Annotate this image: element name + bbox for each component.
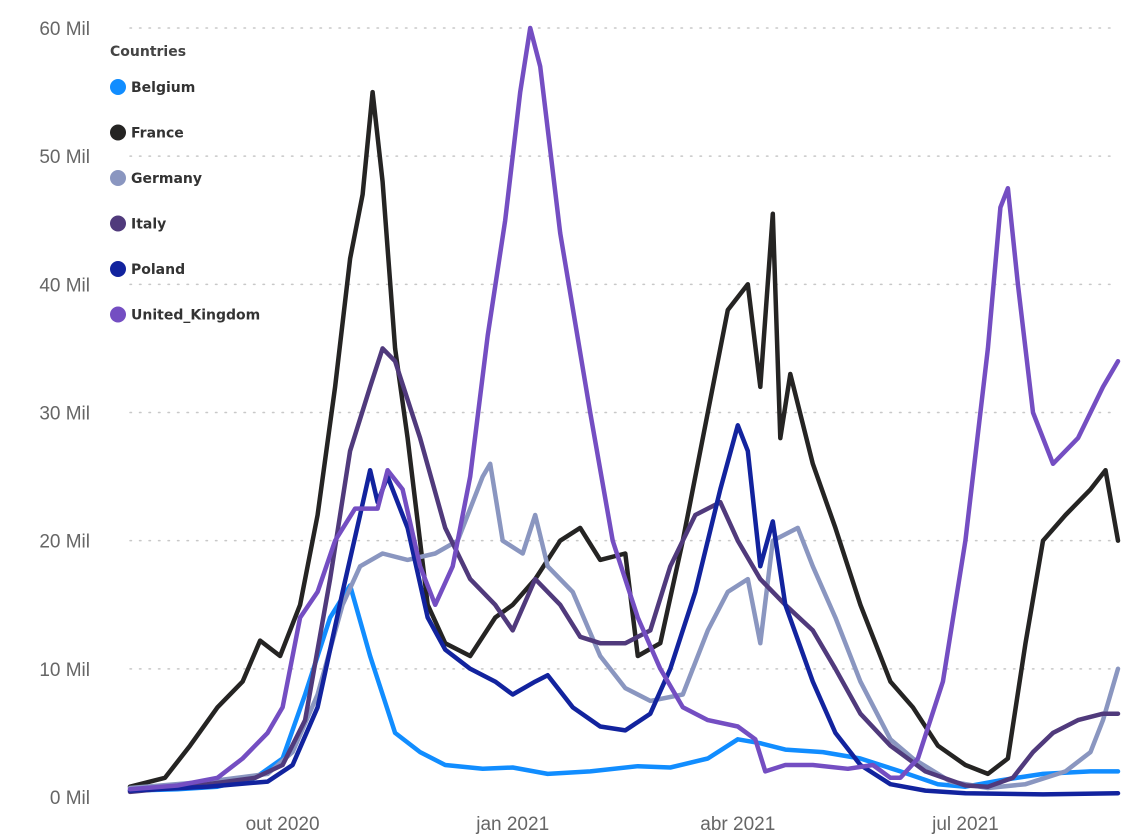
y-tick-label: 60 Mil [39, 19, 90, 40]
legend-marker [110, 124, 126, 141]
legend-marker [110, 306, 126, 323]
legend-marker [110, 215, 126, 232]
legend-marker [110, 79, 126, 95]
x-tick-label: jan 2021 [475, 814, 549, 835]
y-tick-label: 30 Mil [39, 404, 90, 425]
series-line-italy [127, 346, 1121, 795]
legend-item-italy[interactable]: Italy [110, 215, 166, 233]
legend-title: Countries [110, 44, 186, 60]
y-tick-label: 20 Mil [39, 532, 90, 553]
legend-label: Italy [131, 217, 166, 233]
series-lines [127, 25, 1121, 797]
y-axis: 0 Mil 10 Mil 20 Mil 30 Mil 40 Mil 50 Mil 60 Mi… [39, 19, 90, 809]
legend-label: Poland [131, 262, 185, 278]
legend-marker [110, 170, 126, 186]
legend-marker [110, 261, 126, 277]
legend-item-france[interactable]: France [110, 124, 184, 142]
legend: Countries Belgium France Germany Italy Poland… [110, 44, 260, 324]
series-line-belgium [127, 583, 1121, 793]
series-line-united_kingdom [127, 25, 1121, 792]
legend-label: United_Kingdom [131, 308, 260, 324]
x-axis: out 2020 jan 2021 abr 2021 jul 2021 [246, 814, 999, 835]
y-tick-label: 50 Mil [39, 147, 90, 168]
legend-label: Germany [131, 171, 202, 187]
x-tick-label: abr 2021 [700, 814, 775, 835]
series-line-france [127, 89, 1121, 789]
legend-label: Belgium [131, 80, 195, 96]
legend-item-germany[interactable]: Germany [110, 170, 202, 187]
legend-label: France [131, 126, 184, 142]
grid-lines [129, 27, 1119, 670]
legend-item-united_kingdom[interactable]: United_Kingdom [110, 306, 260, 324]
y-tick-label: 0 Mil [50, 788, 90, 809]
legend-item-poland[interactable]: Poland [110, 261, 185, 278]
series-line-poland [127, 423, 1121, 797]
y-tick-label: 40 Mil [39, 275, 90, 296]
x-tick-label: jul 2021 [931, 814, 999, 835]
x-tick-label: out 2020 [246, 814, 320, 835]
legend-item-belgium[interactable]: Belgium [110, 79, 195, 96]
series-line-germany [127, 461, 1121, 791]
y-tick-label: 10 Mil [39, 660, 90, 681]
